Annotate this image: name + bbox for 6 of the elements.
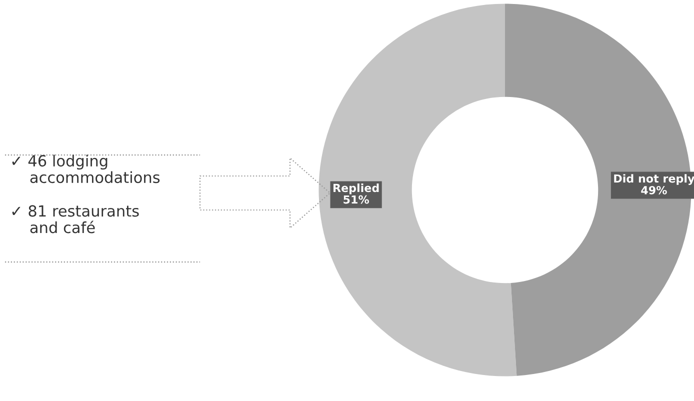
text: ✓ 46 lodging accommodations [12,154,160,184]
slice-label: Replied [334,184,379,194]
data-label: 51% [344,195,369,204]
data-label: 49% [641,186,667,194]
text: ✓ 81 restaurants and café [12,205,139,234]
donut-slice [318,4,517,376]
